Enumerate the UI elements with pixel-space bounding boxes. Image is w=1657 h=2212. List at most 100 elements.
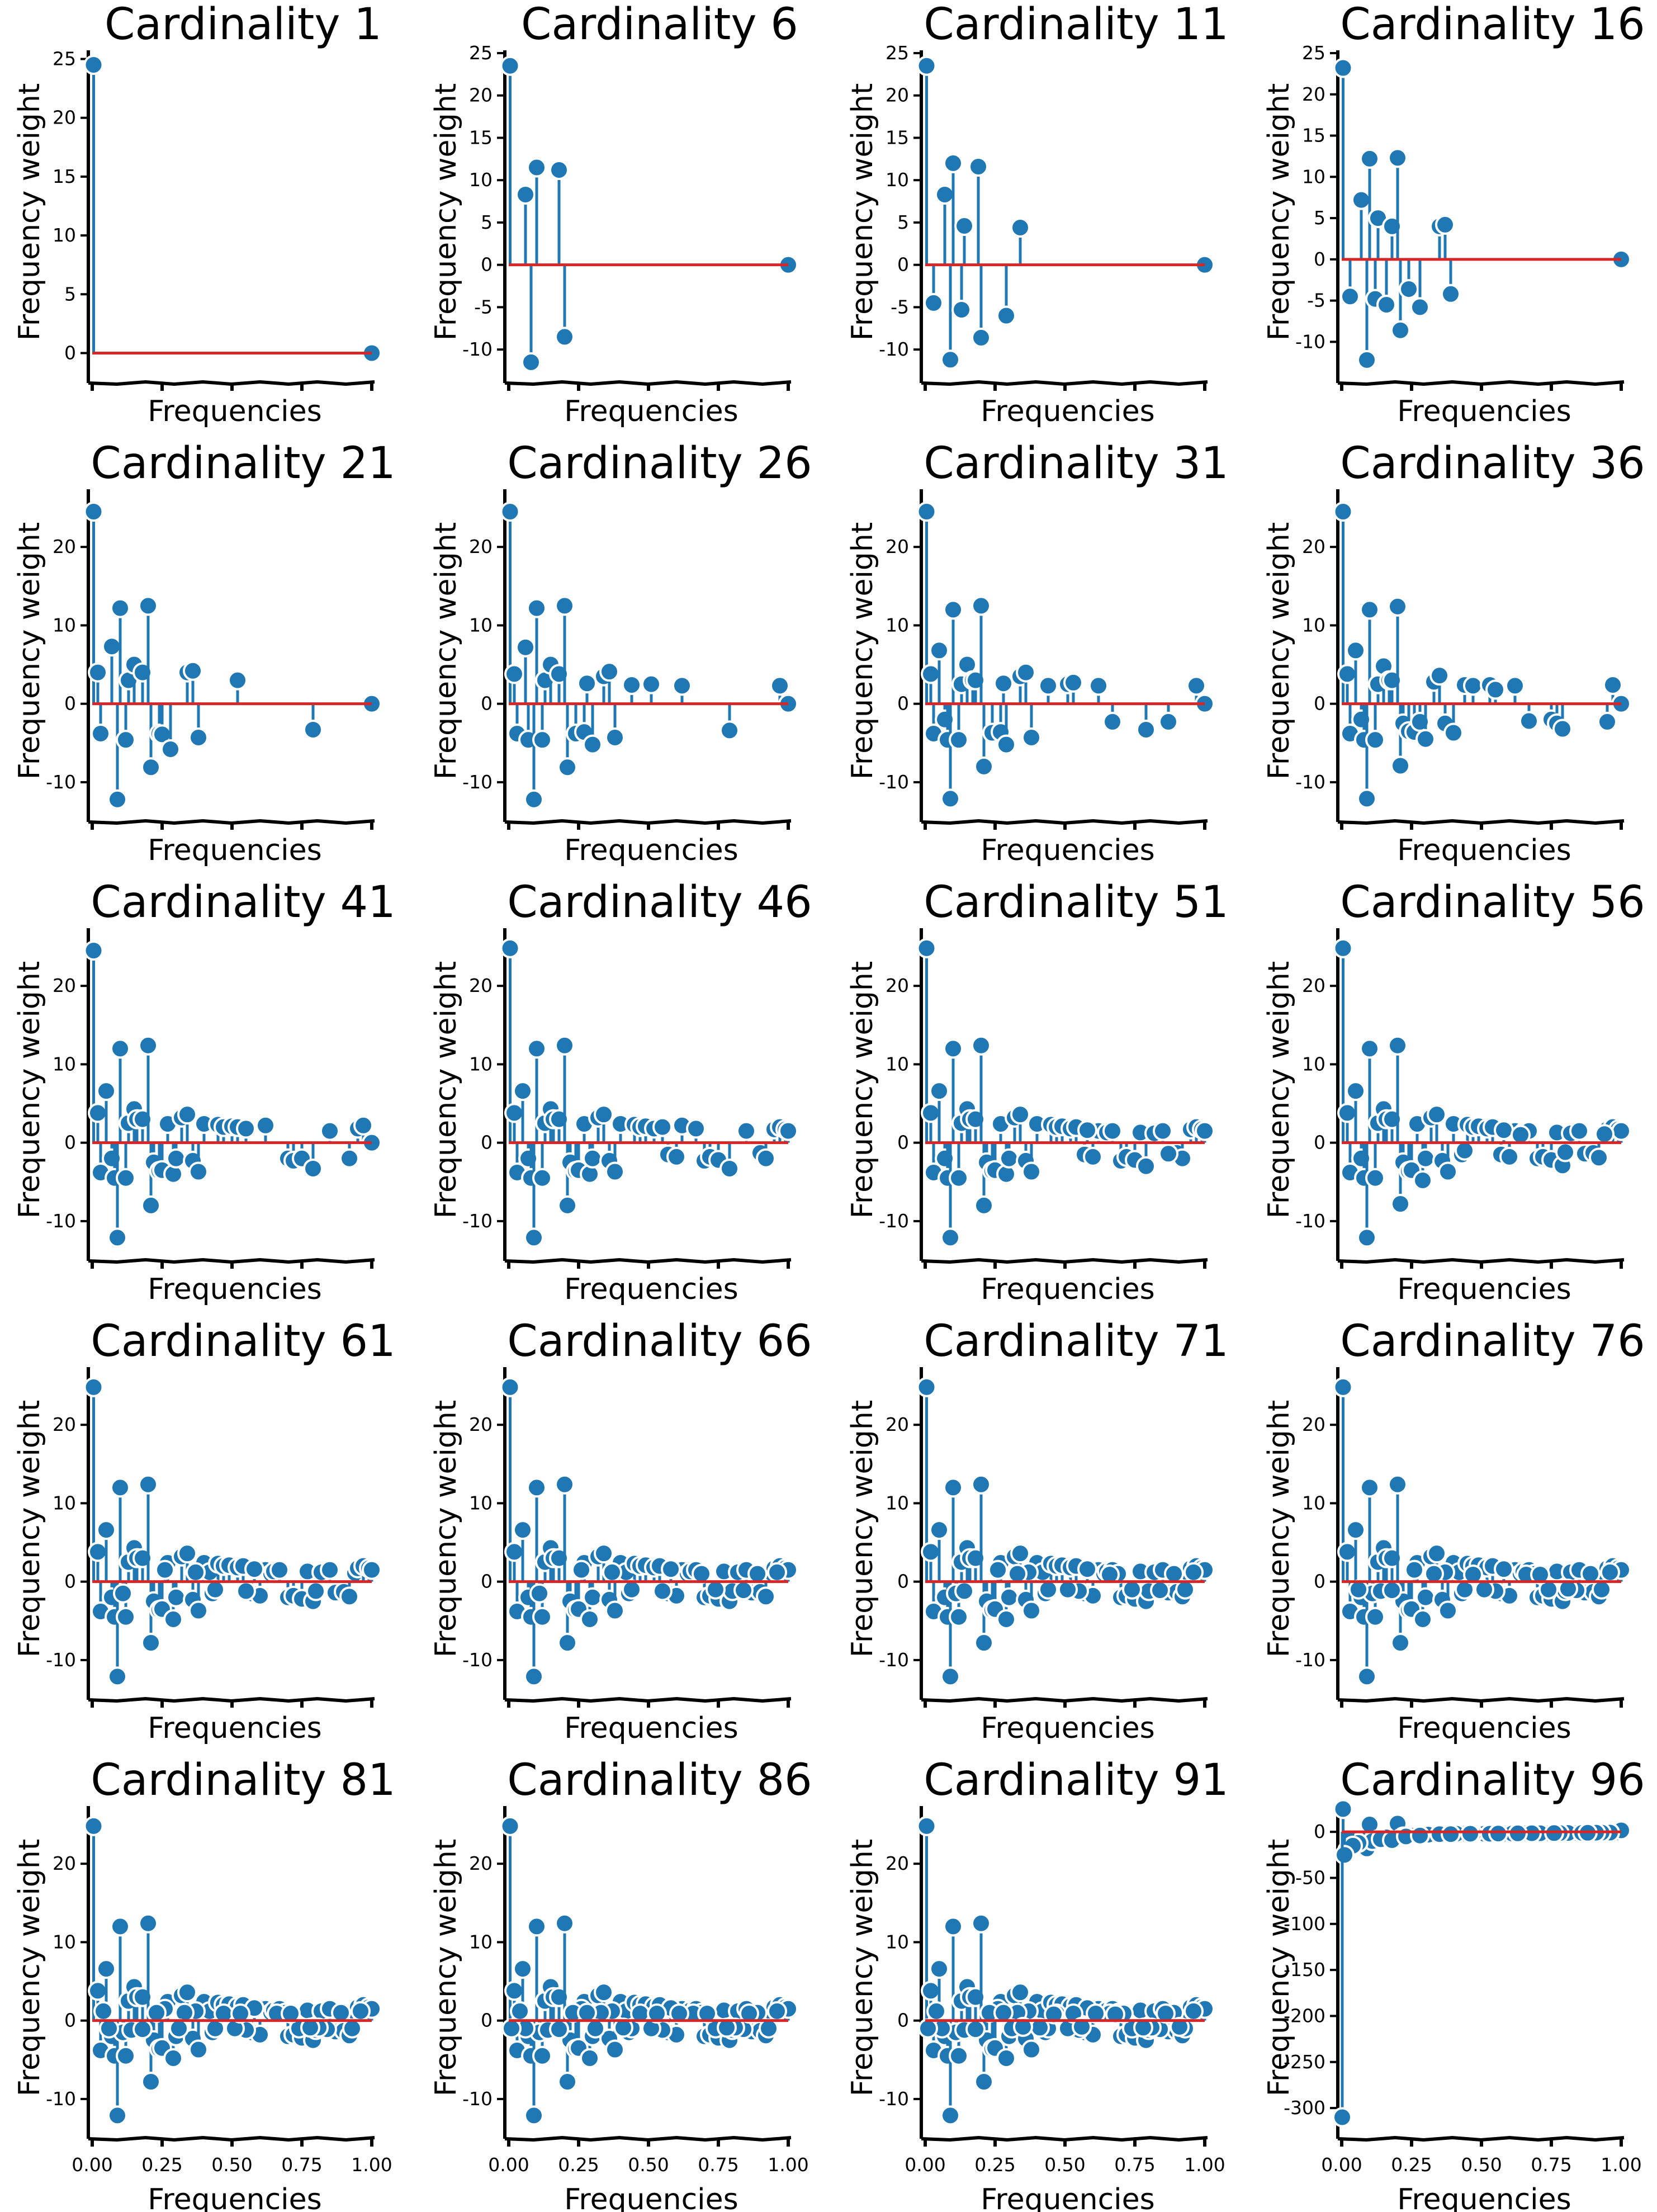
stem-marker [513, 1081, 533, 1102]
stem-marker [929, 1959, 949, 1979]
stem-marker [935, 184, 955, 205]
stem-marker [188, 2039, 209, 2060]
x-axis-label: Frequencies [564, 2183, 738, 2212]
y-tick-label: 0 [897, 693, 909, 715]
stem-marker [1164, 1563, 1184, 1584]
y-tick-label: 0 [1314, 1821, 1325, 1842]
y-axis-label: Frequency weight [429, 1839, 463, 2096]
stem-marker [166, 1587, 186, 1608]
stem-marker [949, 1168, 969, 1188]
x-tick-label: 0.50 [1461, 2154, 1502, 2176]
stem-marker [88, 662, 108, 683]
y-axis-label: Frequency weight [429, 522, 463, 779]
stem-marker [1010, 1982, 1030, 2003]
stem-marker [1365, 1606, 1385, 1627]
stem-marker [1333, 502, 1353, 522]
y-tick-label: -10 [46, 771, 76, 793]
y-tick-label: 10 [53, 224, 76, 246]
stem-marker [669, 2003, 689, 2024]
stem-marker [756, 1148, 776, 1169]
stem-marker [1351, 190, 1371, 210]
stem-marker [527, 598, 547, 618]
y-tick-label: -10 [879, 338, 909, 360]
stem-marker [605, 727, 625, 748]
stem-marker [583, 1148, 603, 1169]
y-axis-label: Frequency weight [429, 83, 463, 341]
y-tick-label: -10 [1295, 330, 1325, 352]
stem-marker [1100, 1565, 1120, 1585]
stem-marker [1357, 788, 1377, 809]
stem-marker [146, 2002, 167, 2023]
stem-marker [141, 1195, 161, 1216]
stem-marker [353, 1115, 373, 1136]
stem-marker [116, 730, 136, 750]
x-axis-label: Frequencies [148, 1712, 321, 1745]
y-tick-label: 25 [886, 42, 909, 64]
stem-marker [1427, 1104, 1447, 1125]
y-tick-label: 25 [469, 42, 493, 64]
stem-marker [583, 1587, 603, 1608]
stem-marker [96, 1520, 116, 1540]
stem-marker [1438, 1161, 1458, 1182]
stem-marker [1399, 278, 1419, 299]
stem-marker [1530, 1565, 1550, 1585]
stem-marker [527, 1477, 547, 1498]
stem-marker [500, 938, 520, 958]
stem-marker [1038, 1579, 1058, 1600]
x-axis-label: Frequencies [564, 1712, 738, 1745]
x-tick-label: 0.00 [72, 2154, 112, 2176]
stem-marker [1415, 1148, 1436, 1169]
panel-cardinality: Cardinality 1 0 5 10 15 20 25 Frequencies Freque… [13, 0, 382, 428]
y-tick-label: 20 [886, 84, 909, 106]
stem-marker [739, 2003, 759, 2024]
stem-marker [1441, 1824, 1461, 1845]
stem-marker [929, 1081, 949, 1102]
stem-marker [951, 299, 972, 320]
y-axis-label: Frequency weight [13, 83, 46, 341]
panel-title: Cardinality 21 [91, 438, 396, 489]
panel-cardinality: Cardinality 96 -300 -250 -200 -150 -100 -50 0 0.… [1262, 1755, 1645, 2212]
stem-marker [515, 184, 536, 205]
stem-marker [622, 1579, 642, 1600]
stem-marker [1511, 1124, 1531, 1145]
stem-marker [971, 595, 991, 616]
stem-marker [594, 1104, 614, 1125]
stem-marker [1360, 1038, 1380, 1059]
y-tick-label: 10 [886, 169, 909, 191]
stem-marker [188, 1161, 209, 1182]
x-tick-label: 0.75 [281, 2154, 322, 2176]
stem-marker [1333, 58, 1353, 78]
stem-marker [236, 1118, 256, 1139]
y-tick-label: -10 [879, 1210, 909, 1232]
stem-marker [594, 1982, 614, 2003]
stem-marker [138, 1474, 158, 1495]
y-axis-label: Frequency weight [846, 961, 879, 1218]
stem-marker [532, 2045, 552, 2066]
stem-marker [532, 730, 552, 750]
stem-marker [529, 1583, 550, 1604]
y-tick-label: 0 [64, 1571, 76, 1592]
panel-cardinality: Cardinality 76 -10 0 10 20 Frequencies Frequen… [1262, 1316, 1645, 1745]
stem-marker [93, 2001, 113, 2021]
stem-marker [1063, 672, 1083, 693]
stem-marker [697, 2003, 717, 2024]
stem-marker [351, 2001, 371, 2021]
x-tick-label: 1.00 [1601, 2154, 1641, 2176]
stem-marker [1365, 1168, 1385, 1188]
stem-marker [974, 2072, 994, 2092]
x-tick-label: 0.50 [1044, 2154, 1085, 2176]
stem-marker [974, 756, 994, 777]
stem-marker [169, 2018, 189, 2039]
x-tick-label: 0.00 [905, 2154, 945, 2176]
stem-marker [183, 660, 203, 681]
y-tick-label: 10 [469, 169, 493, 191]
stem-marker [1413, 1170, 1433, 1190]
stem-marker [1388, 1474, 1408, 1495]
y-tick-label: -300 [1284, 2097, 1325, 2119]
y-axis-label: Frequency weight [1262, 1400, 1296, 1657]
panel-cardinality: Cardinality 56 -10 0 10 20 Frequencies Frequen… [1262, 877, 1645, 1306]
stem-marker [110, 598, 130, 618]
y-tick-label: 20 [53, 107, 76, 129]
stem-marker [1485, 679, 1505, 700]
panel-cardinality: Cardinality 6 -10 -5 0 5 10 15 20 25 Frequencies F… [429, 0, 798, 428]
